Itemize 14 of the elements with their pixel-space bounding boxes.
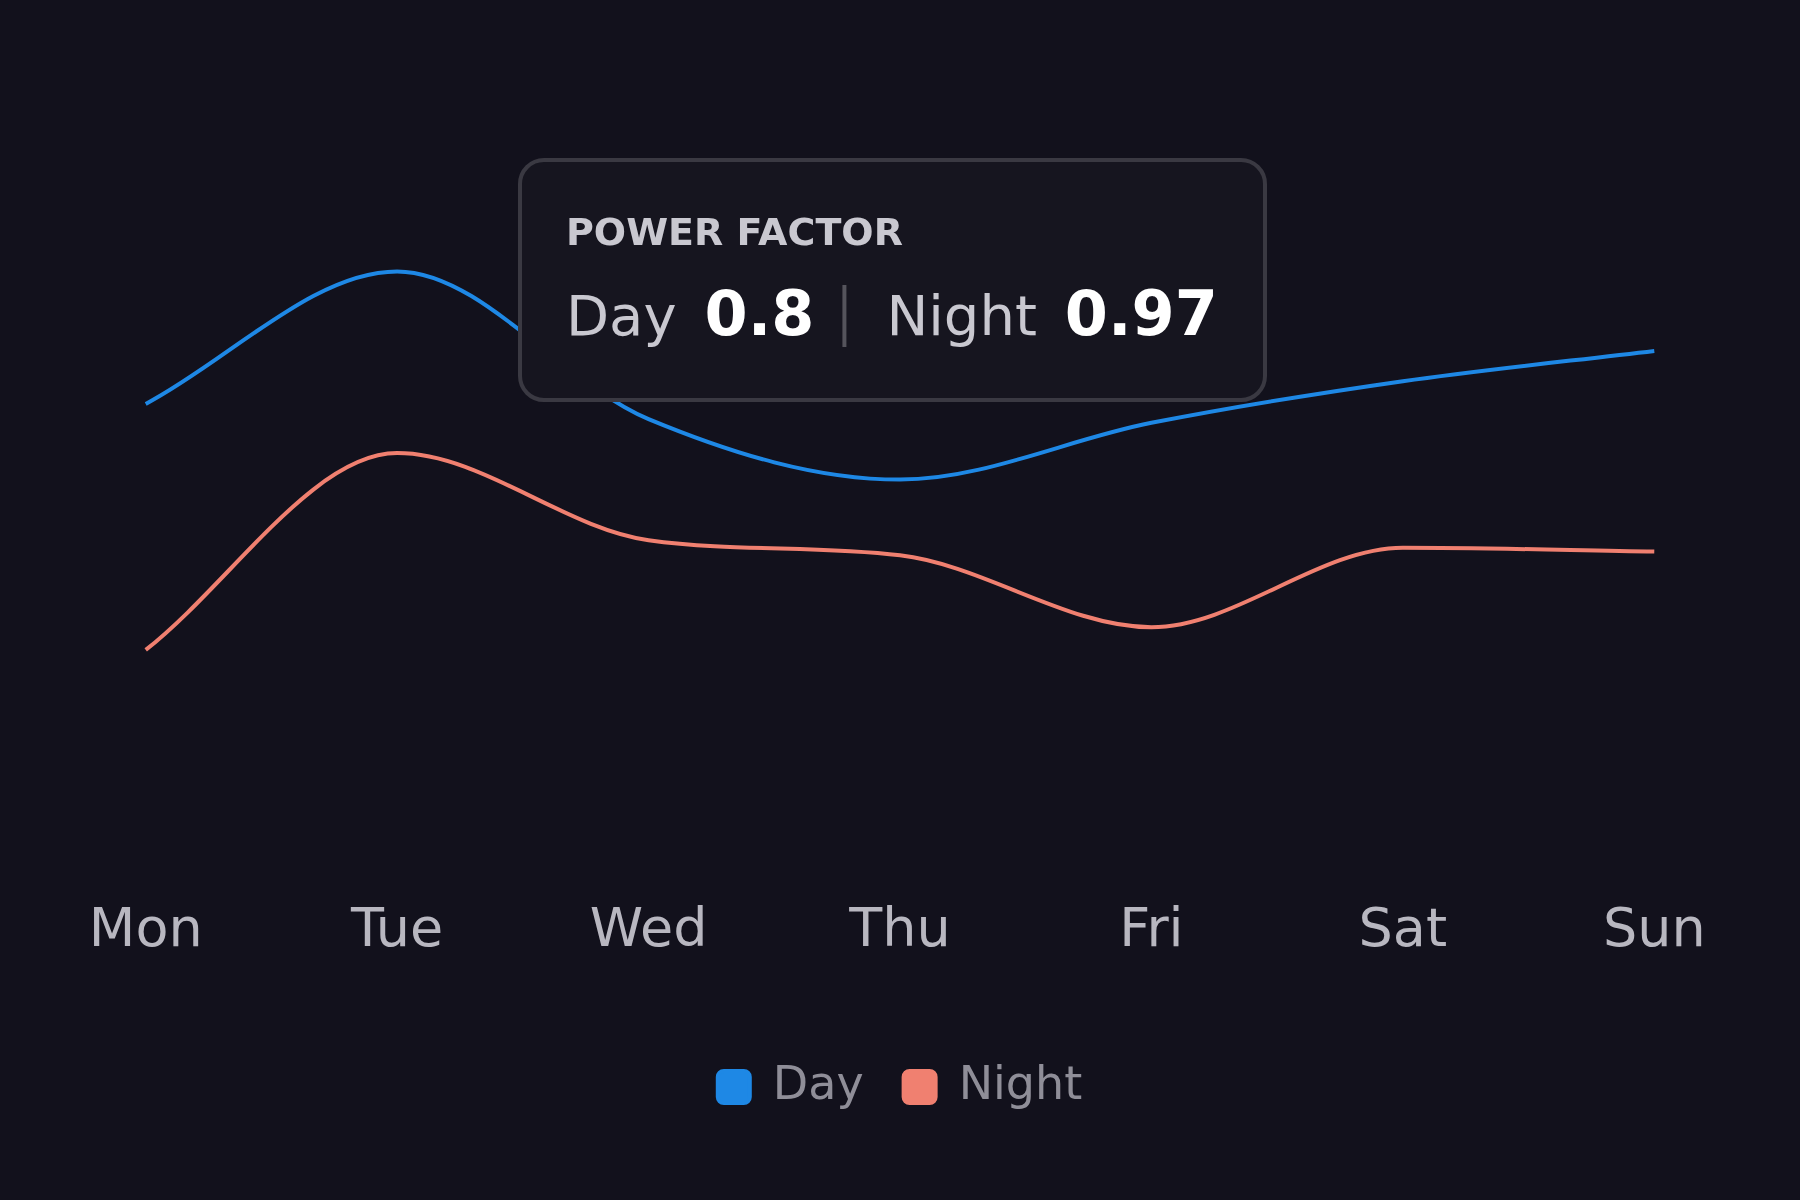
annotation: Day xyxy=(566,283,677,348)
annotation: 0.97 xyxy=(1064,277,1218,350)
x-tick-label: Sun xyxy=(1602,895,1706,959)
text: POWER FACTOR xyxy=(566,210,903,254)
x-tick-label: Mon xyxy=(88,895,203,959)
x-tick-label: Fri xyxy=(1119,895,1184,959)
annotation: 0.8 xyxy=(704,277,815,350)
legend-label: Night xyxy=(958,1055,1083,1110)
x-tick-label: Tue xyxy=(350,895,444,959)
x-tick-label: Wed xyxy=(589,895,708,959)
x-tick-label: Sat xyxy=(1358,895,1448,959)
annotation: Night xyxy=(886,283,1037,348)
legend-label: Day xyxy=(772,1055,864,1110)
x-tick-label: Thu xyxy=(848,895,951,959)
